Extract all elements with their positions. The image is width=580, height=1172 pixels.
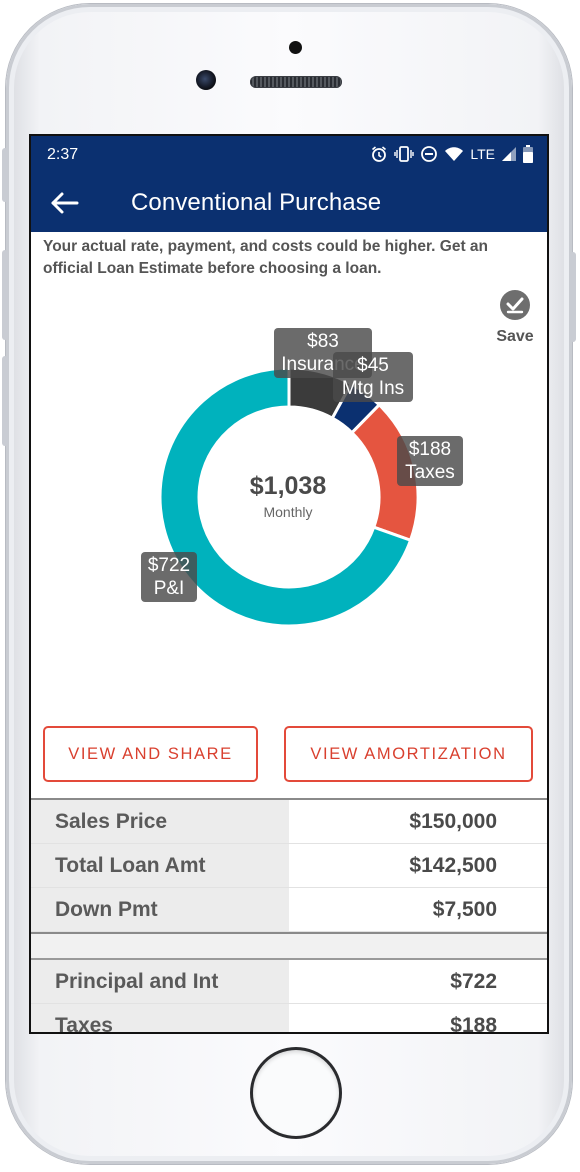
- tooltip-taxes-name: Taxes: [405, 462, 455, 483]
- tooltip-taxes-value: $188: [408, 439, 452, 460]
- tooltip-taxes: $188 Taxes: [397, 436, 463, 486]
- tooltip-pi-value: $722: [147, 555, 191, 576]
- front-camera: [196, 70, 216, 90]
- payment-breakdown-value: $188: [289, 1003, 547, 1032]
- back-button[interactable]: [49, 188, 83, 218]
- divider-mid: [31, 932, 547, 934]
- loan-summary-label: Sales Price: [31, 800, 289, 844]
- vibrate-icon: [394, 146, 415, 162]
- volume-up-button: [2, 250, 8, 340]
- wifi-icon: [445, 147, 464, 161]
- payment-breakdown-row: Principal and Int $722: [31, 960, 547, 1004]
- loan-summary-label: Total Loan Amt: [31, 843, 289, 888]
- loan-summary-value: $142,500: [289, 843, 547, 888]
- tooltip-mtg-ins-name: Mtg Ins: [341, 378, 405, 399]
- loan-disclaimer: Your actual rate, payment, and costs cou…: [43, 238, 489, 277]
- do-not-disturb-icon: [421, 146, 438, 162]
- donut-svg: [158, 366, 420, 628]
- view-and-share-button[interactable]: VIEW AND SHARE: [43, 726, 258, 782]
- view-amortization-button[interactable]: VIEW AMORTIZATION: [284, 726, 533, 782]
- loan-summary-table: Sales Price $150,000 Total Loan Amt $142,50…: [31, 800, 547, 932]
- save-check-icon: [500, 290, 530, 320]
- tooltip-mtg-ins: $45 Mtg Ins: [333, 352, 413, 402]
- loan-summary-row: Total Loan Amt $142,500: [31, 843, 547, 888]
- page-title: Conventional Purchase: [131, 189, 382, 216]
- payment-breakdown-table: Principal and Int $722 Taxes $188: [31, 960, 547, 1032]
- signal-icon: [502, 147, 516, 161]
- loan-summary-value: $7,500: [289, 887, 547, 932]
- status-bar: 2:37 LTE: [31, 136, 547, 174]
- tooltip-pi-name: P&I: [153, 578, 185, 599]
- section-gap: [31, 934, 547, 958]
- status-icons: LTE: [370, 145, 533, 163]
- loan-summary-value: $150,000: [289, 800, 547, 844]
- save-button[interactable]: Save: [493, 290, 537, 346]
- action-buttons: VIEW AND SHARE VIEW AMORTIZATION: [31, 724, 547, 788]
- tooltip-pi: $722 P&I: [141, 552, 197, 602]
- monthly-label: Monthly: [263, 504, 313, 520]
- divider-top: [31, 798, 547, 800]
- tooltip-insurance-value: $83: [307, 331, 339, 352]
- payment-donut-chart: $1,038 Monthly $83 Insurance $45 Mtg Ins…: [31, 136, 547, 716]
- app-screen: 2:37 LTE: [31, 136, 547, 1032]
- power-button: [570, 252, 576, 342]
- back-arrow-icon: [51, 192, 79, 214]
- app-bar: Conventional Purchase: [31, 174, 547, 232]
- payment-breakdown-label: Taxes: [31, 1003, 289, 1032]
- payment-breakdown-row: Taxes $188: [31, 1003, 547, 1032]
- divider-lower: [31, 958, 547, 960]
- home-button[interactable]: [253, 1050, 339, 1136]
- donut-slice-p-i[interactable]: [158, 366, 413, 628]
- loan-summary-label: Down Pmt: [31, 887, 289, 932]
- status-time: 2:37: [47, 146, 79, 163]
- volume-down-button: [2, 356, 8, 446]
- tooltip-mtg-ins-value: $45: [357, 355, 389, 376]
- mute-switch: [2, 148, 8, 202]
- earpiece-speaker: [250, 76, 342, 88]
- alarm-icon: [372, 146, 387, 162]
- loan-summary-row: Down Pmt $7,500: [31, 887, 547, 932]
- monthly-total: $1,038: [249, 472, 327, 500]
- loan-summary-row: Sales Price $150,000: [31, 800, 547, 844]
- proximity-sensor: [289, 41, 302, 54]
- payment-breakdown-label: Principal and Int: [31, 960, 289, 1004]
- save-label: Save: [496, 328, 534, 345]
- payment-breakdown-value: $722: [289, 960, 547, 1004]
- network-type: LTE: [470, 146, 495, 162]
- battery-icon: [523, 145, 533, 163]
